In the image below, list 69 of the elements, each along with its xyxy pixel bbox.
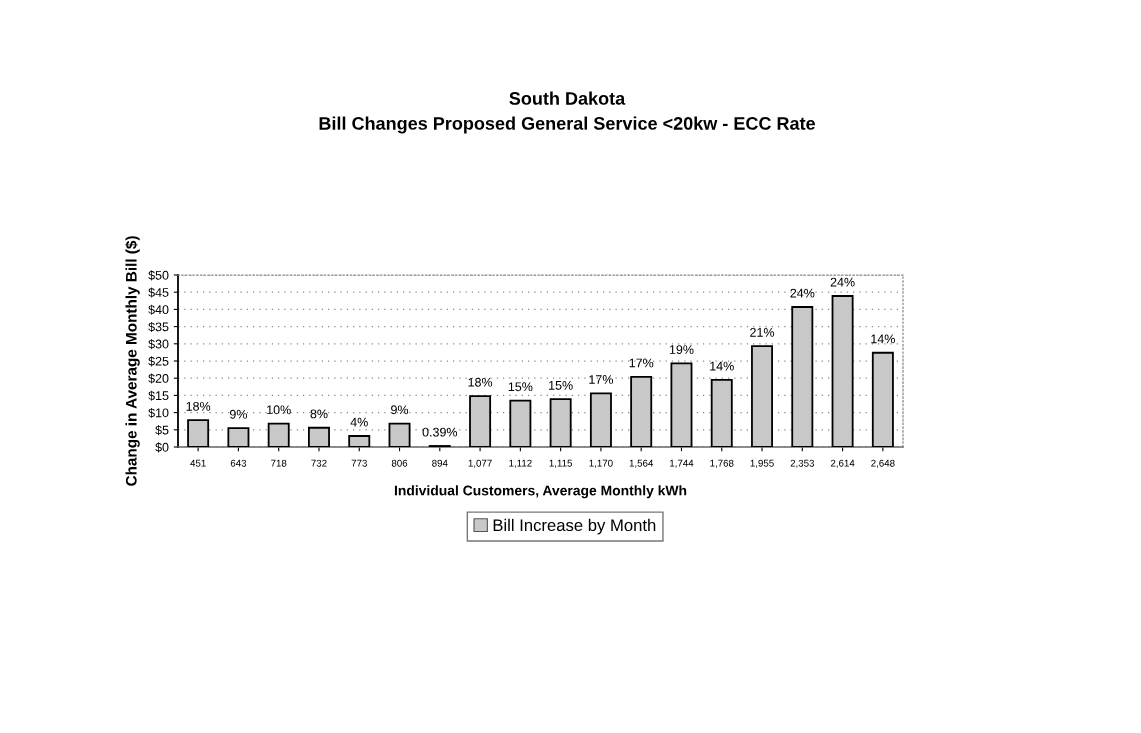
y-tick-label: $25: [148, 356, 169, 367]
y-axis-title: Change in Average Monthly Bill ($): [125, 236, 140, 486]
x-tick-label: 773: [351, 459, 367, 467]
bar: [831, 295, 854, 447]
annotation: 10%: [267, 405, 291, 415]
x-tick-label: 1,955: [750, 459, 774, 468]
y-tick-label: $0: [155, 442, 169, 453]
y-tick-label: $5: [155, 425, 169, 436]
bar: [630, 375, 653, 447]
y-tick-label: $35: [148, 321, 169, 332]
x-tick-label: 718: [271, 459, 287, 467]
x-tick-label: 1,744: [670, 459, 694, 468]
bar: [307, 426, 330, 447]
y-tick-label: $40: [148, 304, 169, 315]
annotation: 17%: [629, 358, 654, 368]
y-tick-label: $30: [148, 339, 169, 350]
bar: [469, 395, 492, 447]
annotation: 19%: [669, 345, 694, 354]
annotation: 18%: [468, 377, 493, 387]
x-tick-label: 1,077: [468, 459, 492, 468]
x-axis-title: Individual Customers, Average Monthly kWh: [394, 485, 687, 499]
bar: [267, 422, 290, 447]
bar: [710, 379, 733, 447]
chart-subtitle: Bill Changes Proposed General Service <20kw - ECC Rate: [319, 116, 815, 134]
bar: [751, 345, 774, 447]
annotation: 9%: [391, 405, 409, 415]
bar: [388, 422, 411, 447]
bar: [791, 306, 814, 447]
x-tick-label: 2,353: [790, 459, 815, 468]
annotation: 24%: [790, 288, 815, 298]
y-tick-label: $15: [148, 390, 169, 401]
x-tick-label: 732: [311, 459, 327, 467]
annotation: 21%: [750, 327, 775, 337]
annotation: 8%: [310, 409, 328, 419]
annotation: 4%: [350, 417, 368, 427]
x-tick-label: 643: [230, 459, 247, 467]
y-tick-label: $45: [148, 287, 169, 298]
legend-label: Bill Increase by Month: [493, 518, 656, 535]
bar: [670, 362, 693, 447]
bar: [549, 398, 572, 447]
x-tick-label: 1,115: [549, 459, 573, 468]
annotation: 15%: [508, 382, 533, 392]
y-tick-label: $20: [148, 373, 169, 384]
annotation: 15%: [549, 380, 573, 390]
x-tick-label: 2,614: [830, 459, 855, 468]
x-tick-label: 894: [432, 459, 448, 467]
annotation: 14%: [710, 361, 734, 371]
bar: [589, 392, 612, 447]
bar: [227, 427, 250, 447]
y-tick-label: $50: [148, 270, 169, 281]
annotation: 0.39%: [422, 427, 458, 437]
annotation: 9%: [229, 409, 248, 419]
chart-title: South Dakota: [509, 91, 626, 105]
annotation: 14%: [871, 334, 895, 344]
x-tick-label: 1,768: [710, 459, 734, 468]
x-tick-label: 451: [190, 459, 206, 467]
bar: [871, 351, 894, 447]
bar: [187, 419, 210, 447]
x-tick-label: 1,564: [629, 459, 654, 468]
x-tick-label: 2,648: [871, 459, 895, 468]
x-tick-label: 1,170: [589, 459, 613, 468]
annotation: 17%: [589, 375, 613, 384]
x-tick-label: 1,112: [509, 459, 532, 468]
annotation: 24%: [830, 277, 855, 287]
bar: [509, 399, 532, 447]
annotation: 18%: [186, 401, 211, 411]
y-tick-label: $10: [148, 407, 169, 418]
bar: [348, 435, 371, 447]
x-tick-label: 806: [391, 459, 408, 467]
